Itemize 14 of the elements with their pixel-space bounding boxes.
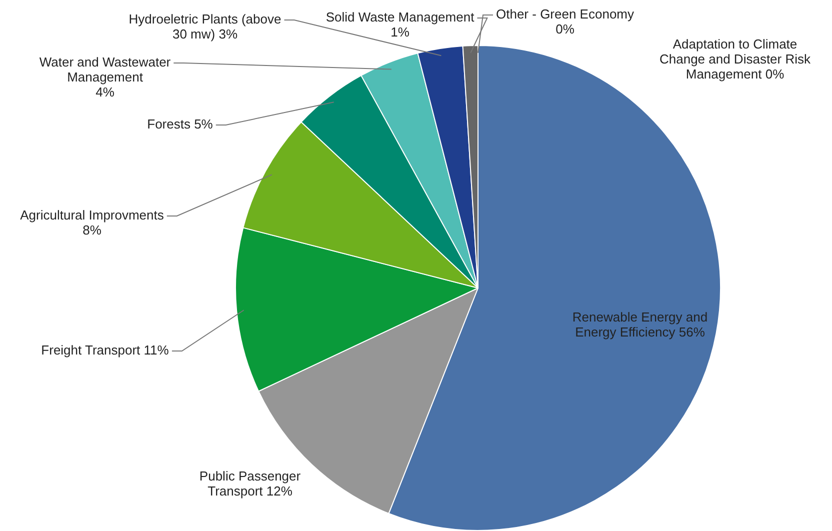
slice-label: Renewable Energy and Energy Efficiency 56% [572,310,708,340]
slice-label: Solid Waste Management [326,10,475,25]
slice-label: Freight Transport 11% [41,342,170,358]
slice-label: Agricultural Improvments [20,208,164,223]
slice-label: Water and Wastewater Management [39,54,172,85]
slice-label: Forests 5% [147,116,214,132]
slice-label: Hydroeletric Plants (above 30 mw) 3% [128,12,282,42]
category-label: Other - Green Economy [496,6,634,22]
category-label: Adaptation to Climate Change and Disaster Risk Management 0% [659,36,811,82]
data-label: 8% [82,222,102,238]
data-label: 1% [390,24,410,40]
text: 0% [556,22,574,37]
slice-label: Public Passenger Transport 12% [199,468,302,499]
data-label: 4% [96,84,115,100]
